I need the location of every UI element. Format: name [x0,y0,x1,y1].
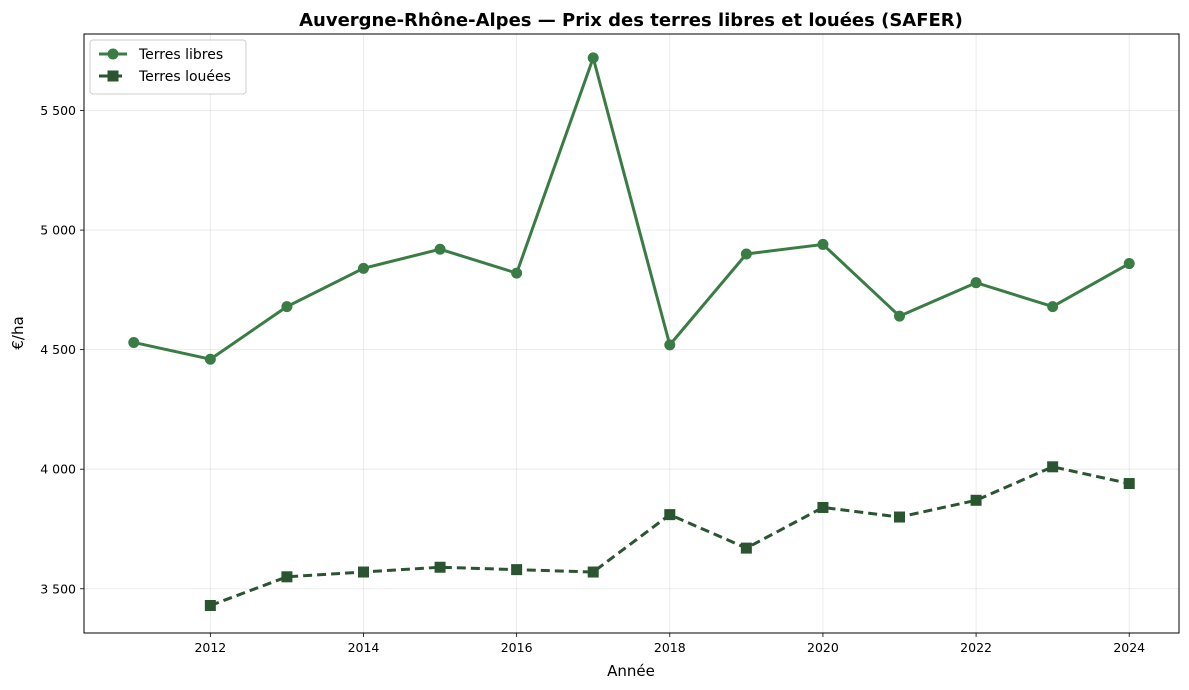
plot-area-frame [83,33,1180,634]
data-point [894,511,906,523]
data-point [1123,258,1135,270]
data-point [970,277,982,289]
series-1 [128,52,1135,365]
data-point [740,248,752,260]
data-point [587,52,599,64]
legend-label: Terres libres [138,47,223,63]
legend: Terres libres Terres louées [89,39,247,95]
data-point [204,353,216,365]
x-tick-label: 2016 [501,640,533,655]
series-layer [128,52,1135,612]
x-tick-label: 2012 [194,640,226,655]
series-line [132,56,1131,361]
legend-marker [107,48,119,60]
x-tick-label: 2024 [1113,640,1145,655]
y-tick-label: 5 500 [40,103,76,118]
data-point [1047,461,1059,473]
data-point [894,310,906,322]
data-point [1047,301,1059,313]
data-point [511,267,523,279]
data-point [357,262,369,274]
data-point [511,564,523,576]
data-point [281,301,293,313]
y-axis: 3 500 4 000 4 500 5 000 5 500 [40,103,84,596]
data-point [587,566,599,578]
legend-marker [107,70,119,82]
data-point [434,243,446,255]
legend-box [89,39,247,95]
y-tick-label: 4 000 [40,462,76,477]
data-point [817,238,829,250]
x-axis-label: Année [607,662,655,680]
y-tick-label: 5 000 [40,223,76,238]
data-point [434,561,446,573]
y-tick-label: 3 500 [40,581,76,596]
series-2 [204,461,1135,612]
x-tick-label: 2014 [348,640,380,655]
data-point [1123,478,1135,490]
data-point [970,494,982,506]
data-point [204,600,216,612]
data-point [740,542,752,554]
y-tick-label: 4 500 [40,342,76,357]
data-point [281,571,293,583]
data-point [817,501,829,513]
legend-label: Terres louées [138,69,231,85]
data-point [664,339,676,351]
x-axis: 2012 2014 2016 2018 2020 2022 2024 [194,633,1145,655]
data-point [357,566,369,578]
x-tick-label: 2018 [654,640,686,655]
x-tick-label: 2020 [807,640,839,655]
data-point [664,509,676,521]
chart-title: Auvergne-Rhône-Alpes — Prix des terres l… [299,10,963,31]
y-axis-label: €/ha [9,316,27,349]
data-point [128,336,140,348]
grid [84,34,1179,633]
x-tick-label: 2022 [960,640,992,655]
